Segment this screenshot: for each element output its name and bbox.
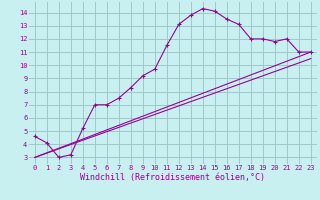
X-axis label: Windchill (Refroidissement éolien,°C): Windchill (Refroidissement éolien,°C) <box>80 173 265 182</box>
